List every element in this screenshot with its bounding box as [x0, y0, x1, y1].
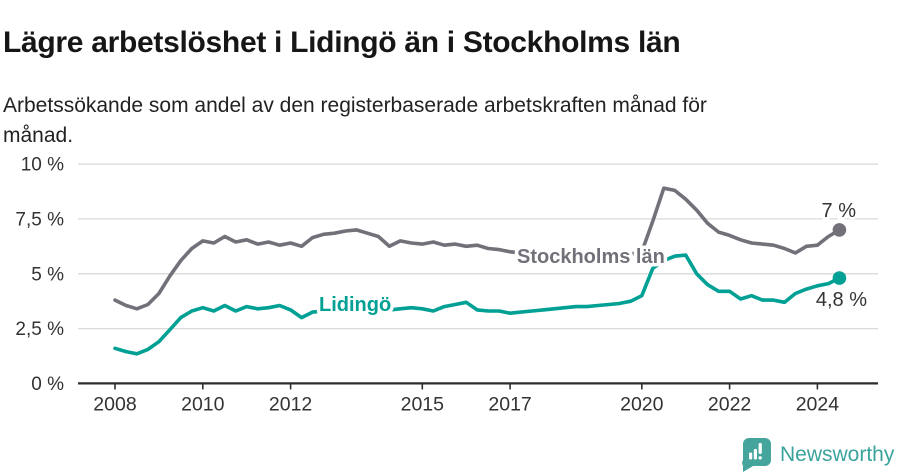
x-axis-label: 2024 — [796, 393, 840, 415]
end-value-label-stockholms-lan: 7 % — [822, 200, 857, 222]
x-axis-label: 2020 — [620, 393, 664, 415]
y-axis-label: 2,5 % — [15, 319, 64, 340]
y-axis-label: 7,5 % — [15, 209, 64, 230]
logo-exclamation-dot — [758, 455, 762, 459]
chart-subtitle: Arbetssökande som andel av den registerb… — [3, 94, 707, 147]
newsworthy-logo-icon — [742, 437, 771, 472]
brand-name: Newsworthy — [780, 443, 895, 466]
chart-title: Lägre arbetslöshet i Lidingö än i Stockh… — [3, 26, 681, 60]
brand-footer: Newsworthy — [740, 437, 895, 472]
x-axis-label: 2017 — [488, 393, 531, 415]
series-label-lidingo: Lidingö — [319, 294, 391, 316]
series-label-stockholms-lan: Stockholms län — [517, 246, 665, 268]
x-axis-label: 2010 — [181, 393, 225, 415]
y-axis-label: 0 % — [31, 374, 64, 395]
y-axis-label: 10 % — [21, 155, 64, 176]
series-line-lidingo — [113, 253, 842, 356]
logo-bar-1 — [749, 452, 753, 459]
end-value-label-lidingo: 4,8 % — [816, 289, 867, 311]
y-axis-label: 5 % — [31, 264, 64, 285]
logo-bar-2 — [753, 448, 757, 459]
end-dot-lidingo — [832, 271, 847, 285]
x-axis-label: 2015 — [401, 393, 445, 415]
x-axis-label: 2022 — [708, 393, 751, 415]
series-line-stockholms-lan — [113, 186, 842, 311]
x-axis-label: 2008 — [93, 393, 136, 415]
x-axis-label: 2012 — [269, 393, 312, 415]
end-dot-stockholms-lan — [832, 223, 847, 237]
logo-exclamation-stroke — [758, 442, 762, 454]
